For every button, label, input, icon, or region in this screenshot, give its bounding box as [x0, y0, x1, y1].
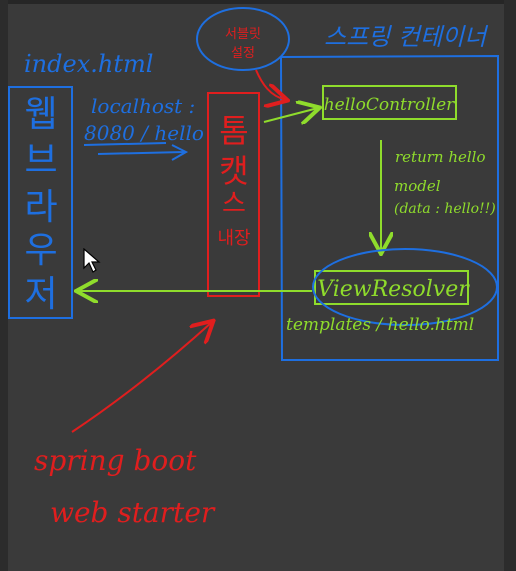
web-browser-box: [8, 86, 73, 319]
tomcat-char-4: 내장: [217, 228, 250, 249]
starter-to-tomcat-arrow: [71, 322, 212, 433]
tomcat-note-line-2: 설정: [231, 46, 255, 61]
browser-char-3: 라: [24, 187, 57, 228]
tomcat-note-line-1: 서블릿: [225, 27, 261, 42]
url-line-1: localhost :: [91, 94, 195, 118]
return-line-1: return hello: [395, 148, 486, 166]
view-resolver-label: ViewResolver: [317, 277, 470, 302]
return-line-2: model: [394, 177, 441, 195]
spring-container-box: [279, 54, 499, 361]
web-browser-label: 웹 브 라 우 저: [24, 94, 57, 315]
view-resolver-ellipse: [312, 248, 498, 326]
return-line-3: (data : hello!!): [394, 201, 496, 217]
container-title: 스프링 컨테이너: [324, 23, 489, 51]
browser-char-4: 우: [24, 230, 57, 271]
spring-boot-line-2: web starter: [50, 496, 216, 529]
browser-char-1: 웹: [24, 94, 57, 135]
tomcat-char-1: 톰: [219, 112, 248, 150]
view-resolver-box: [314, 270, 469, 305]
browser-char-5: 저: [24, 274, 57, 315]
spring-boot-line-1: spring boot: [34, 444, 197, 477]
right-edge: [504, 0, 516, 571]
left-edge: [0, 0, 8, 571]
tomcat-note-arrow: [255, 69, 286, 100]
mouse-pointer-icon: [83, 248, 101, 273]
controller-box: [322, 85, 457, 120]
url-line-2: 8080 / hello: [84, 121, 204, 145]
index-html-label: index.html: [24, 50, 153, 78]
tomcat-to-controller-arrow: [263, 108, 318, 122]
tomcat-char-2: 캣: [219, 152, 248, 190]
browser-char-2: 브: [24, 140, 57, 181]
template-path: templates / hello.html: [286, 315, 474, 335]
tomcat-char-3: 스: [222, 189, 246, 219]
url-underline: [83, 142, 167, 146]
tomcat-note-ellipse: [196, 7, 290, 71]
url-request-arrow: [97, 144, 189, 161]
top-edge: [0, 0, 516, 4]
tomcat-label: 톰 캣 스 내장: [217, 112, 250, 249]
controller-label: helloController: [324, 95, 455, 115]
tomcat-box: [207, 92, 260, 297]
